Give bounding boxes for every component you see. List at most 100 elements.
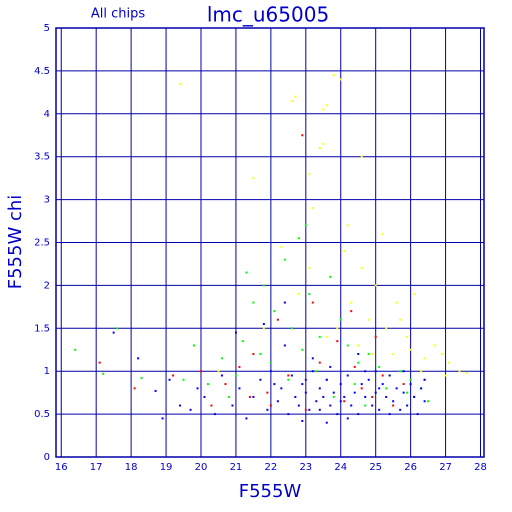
y-tick-label: 2 xyxy=(44,280,50,291)
point xyxy=(332,395,335,398)
point xyxy=(420,370,423,373)
point xyxy=(336,340,339,343)
point xyxy=(311,370,314,373)
point xyxy=(353,391,356,394)
point xyxy=(420,387,423,390)
point xyxy=(360,155,363,158)
point xyxy=(318,408,321,411)
point xyxy=(388,374,391,377)
point xyxy=(252,177,255,180)
point xyxy=(388,413,391,416)
y-tick-label: 2.5 xyxy=(34,238,50,249)
point xyxy=(308,292,311,295)
point xyxy=(294,395,297,398)
point xyxy=(402,391,405,394)
x-tick-label: 28 xyxy=(474,462,487,473)
x-tick-label: 22 xyxy=(265,462,278,473)
point xyxy=(301,134,304,137)
point xyxy=(427,400,430,403)
point xyxy=(168,378,171,381)
point xyxy=(346,224,349,227)
point xyxy=(259,378,262,381)
point xyxy=(357,353,360,356)
x-tick-label: 20 xyxy=(195,462,208,473)
point xyxy=(220,357,223,360)
point xyxy=(392,353,395,356)
point xyxy=(357,413,360,416)
point xyxy=(385,387,388,390)
y-tick-label: 1 xyxy=(44,366,50,377)
point xyxy=(413,292,416,295)
point xyxy=(98,361,101,364)
point xyxy=(137,357,140,360)
point xyxy=(231,404,234,407)
point xyxy=(269,370,272,373)
point xyxy=(353,365,356,368)
point xyxy=(381,383,384,386)
point xyxy=(371,404,374,407)
point xyxy=(399,408,402,411)
point xyxy=(350,310,353,313)
point xyxy=(378,387,381,390)
point xyxy=(116,327,119,330)
point xyxy=(179,82,182,85)
point xyxy=(322,395,325,398)
point xyxy=(343,395,346,398)
point xyxy=(406,404,409,407)
point xyxy=(234,374,237,377)
x-tick-label: 16 xyxy=(55,462,68,473)
point xyxy=(199,370,202,373)
point xyxy=(360,387,363,390)
point xyxy=(399,318,402,321)
point xyxy=(301,348,304,351)
x-tick-label: 25 xyxy=(369,462,382,473)
point xyxy=(294,95,297,98)
x-tick-label: 18 xyxy=(125,462,138,473)
x-tick-label: 27 xyxy=(439,462,452,473)
point xyxy=(269,361,272,364)
point xyxy=(346,344,349,347)
point xyxy=(353,383,356,386)
y-tick-label: 4.5 xyxy=(34,66,50,77)
point xyxy=(241,340,244,343)
point xyxy=(252,395,255,398)
point xyxy=(220,374,223,377)
point xyxy=(154,389,157,392)
point xyxy=(423,357,426,360)
point xyxy=(346,374,349,377)
point xyxy=(318,335,321,338)
point xyxy=(325,104,328,107)
point xyxy=(392,400,395,403)
point xyxy=(346,417,349,420)
point xyxy=(308,408,311,411)
point xyxy=(406,391,409,394)
point xyxy=(364,395,367,398)
point xyxy=(301,383,304,386)
point xyxy=(318,361,321,364)
point xyxy=(374,391,377,394)
point xyxy=(343,250,346,253)
point xyxy=(444,374,447,377)
point xyxy=(392,404,395,407)
point xyxy=(224,383,227,386)
point xyxy=(325,335,328,338)
x-tick-label: 24 xyxy=(334,462,347,473)
point xyxy=(227,395,230,398)
point xyxy=(343,400,346,403)
x-tick-label: 23 xyxy=(299,462,312,473)
point xyxy=(371,353,374,356)
point xyxy=(374,335,377,338)
point xyxy=(413,395,416,398)
point xyxy=(283,344,286,347)
point xyxy=(304,224,307,227)
x-tick-label: 17 xyxy=(90,462,103,473)
point xyxy=(133,387,136,390)
y-tick-label: 0 xyxy=(44,452,50,463)
point xyxy=(332,391,335,394)
point xyxy=(252,301,255,304)
chart-title: lmc_u65005 xyxy=(207,3,329,27)
point xyxy=(402,370,405,373)
point xyxy=(318,147,321,150)
